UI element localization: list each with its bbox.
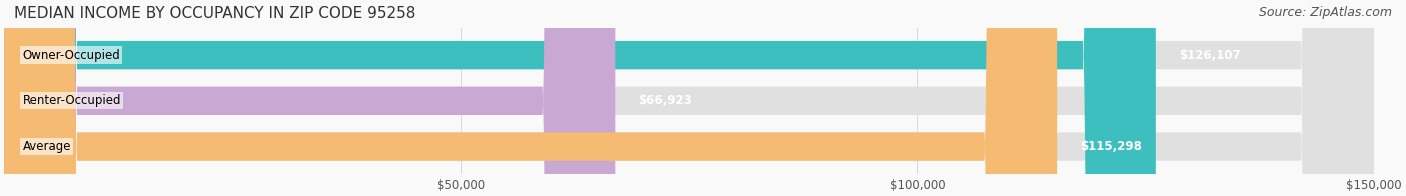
Text: $115,298: $115,298 <box>1080 140 1142 153</box>
Text: $126,107: $126,107 <box>1178 49 1240 62</box>
FancyBboxPatch shape <box>4 0 1374 196</box>
FancyBboxPatch shape <box>4 0 1057 196</box>
Text: $66,923: $66,923 <box>638 94 692 107</box>
Text: Source: ZipAtlas.com: Source: ZipAtlas.com <box>1258 6 1392 19</box>
Text: Average: Average <box>22 140 70 153</box>
FancyBboxPatch shape <box>4 0 1156 196</box>
FancyBboxPatch shape <box>4 0 1374 196</box>
Text: Renter-Occupied: Renter-Occupied <box>22 94 121 107</box>
Text: Owner-Occupied: Owner-Occupied <box>22 49 120 62</box>
FancyBboxPatch shape <box>4 0 1374 196</box>
Text: MEDIAN INCOME BY OCCUPANCY IN ZIP CODE 95258: MEDIAN INCOME BY OCCUPANCY IN ZIP CODE 9… <box>14 6 415 21</box>
FancyBboxPatch shape <box>4 0 616 196</box>
